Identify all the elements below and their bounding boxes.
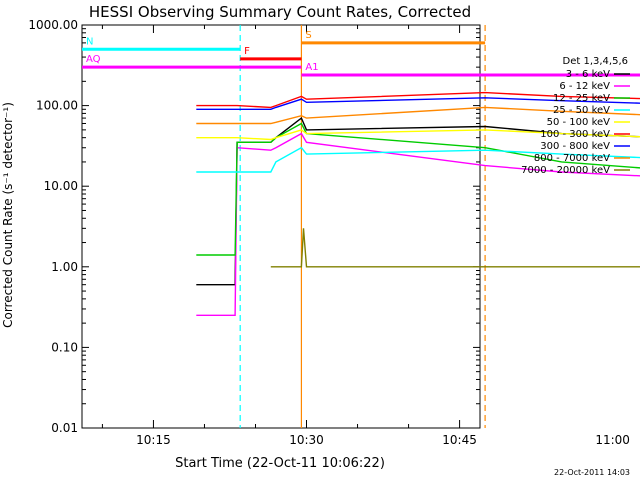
series-line [196,129,640,141]
series-line [196,132,640,316]
y-tick-label: 100.00 [36,99,78,113]
y-tick-label: 1.00 [51,260,78,274]
y-tick-label: 1000.00 [28,18,78,32]
x-axis-label: Start Time (22-Oct-11 10:06:22) [175,456,385,471]
y-tick-label: 0.01 [51,421,78,435]
legend-label: 800 - 7000 keV [534,153,610,164]
state-bar-label: F [244,46,250,57]
plot-frame [81,24,481,429]
series-line [196,97,640,111]
chart-title: HESSI Observing Summary Count Rates, Cor… [89,3,471,21]
legend-label: 3 - 6 keV [566,69,610,80]
legend-label: 100 - 300 keV [540,129,610,140]
series-line [196,91,640,109]
y-axis-label: Corrected Count Rate (s⁻¹ detector⁻¹) [1,102,15,328]
x-tick-label: 10:30 [289,433,324,447]
legend-title: Det 1,3,4,5,6 [563,56,628,67]
x-tick-label: 10:45 [442,433,477,447]
x-tick-label: 10:15 [136,433,171,447]
legend-label: 50 - 100 keV [547,117,611,128]
state-bar-label: S [305,30,311,41]
state-bar-label: AQ [86,54,101,65]
series-line [196,106,640,125]
series-line [196,122,640,256]
legend-label: 25 - 50 keV [553,105,610,116]
legend-label: 300 - 800 keV [540,141,610,152]
y-tick-label: 10.00 [44,179,78,193]
y-tick-label: 0.10 [51,340,78,354]
series-line [270,228,640,268]
footer-timestamp: 22-Oct-2011 14:03 [554,468,630,477]
x-tick-label: 11:00 [595,433,630,447]
legend-label: 7000 - 20000 keV [521,165,610,176]
series-line [196,146,640,173]
state-bar-label: N [86,36,93,47]
legend-label: 12 - 25 keV [553,93,610,104]
state-bar-label: A1 [305,62,318,73]
legend-label: 6 - 12 keV [559,81,610,92]
